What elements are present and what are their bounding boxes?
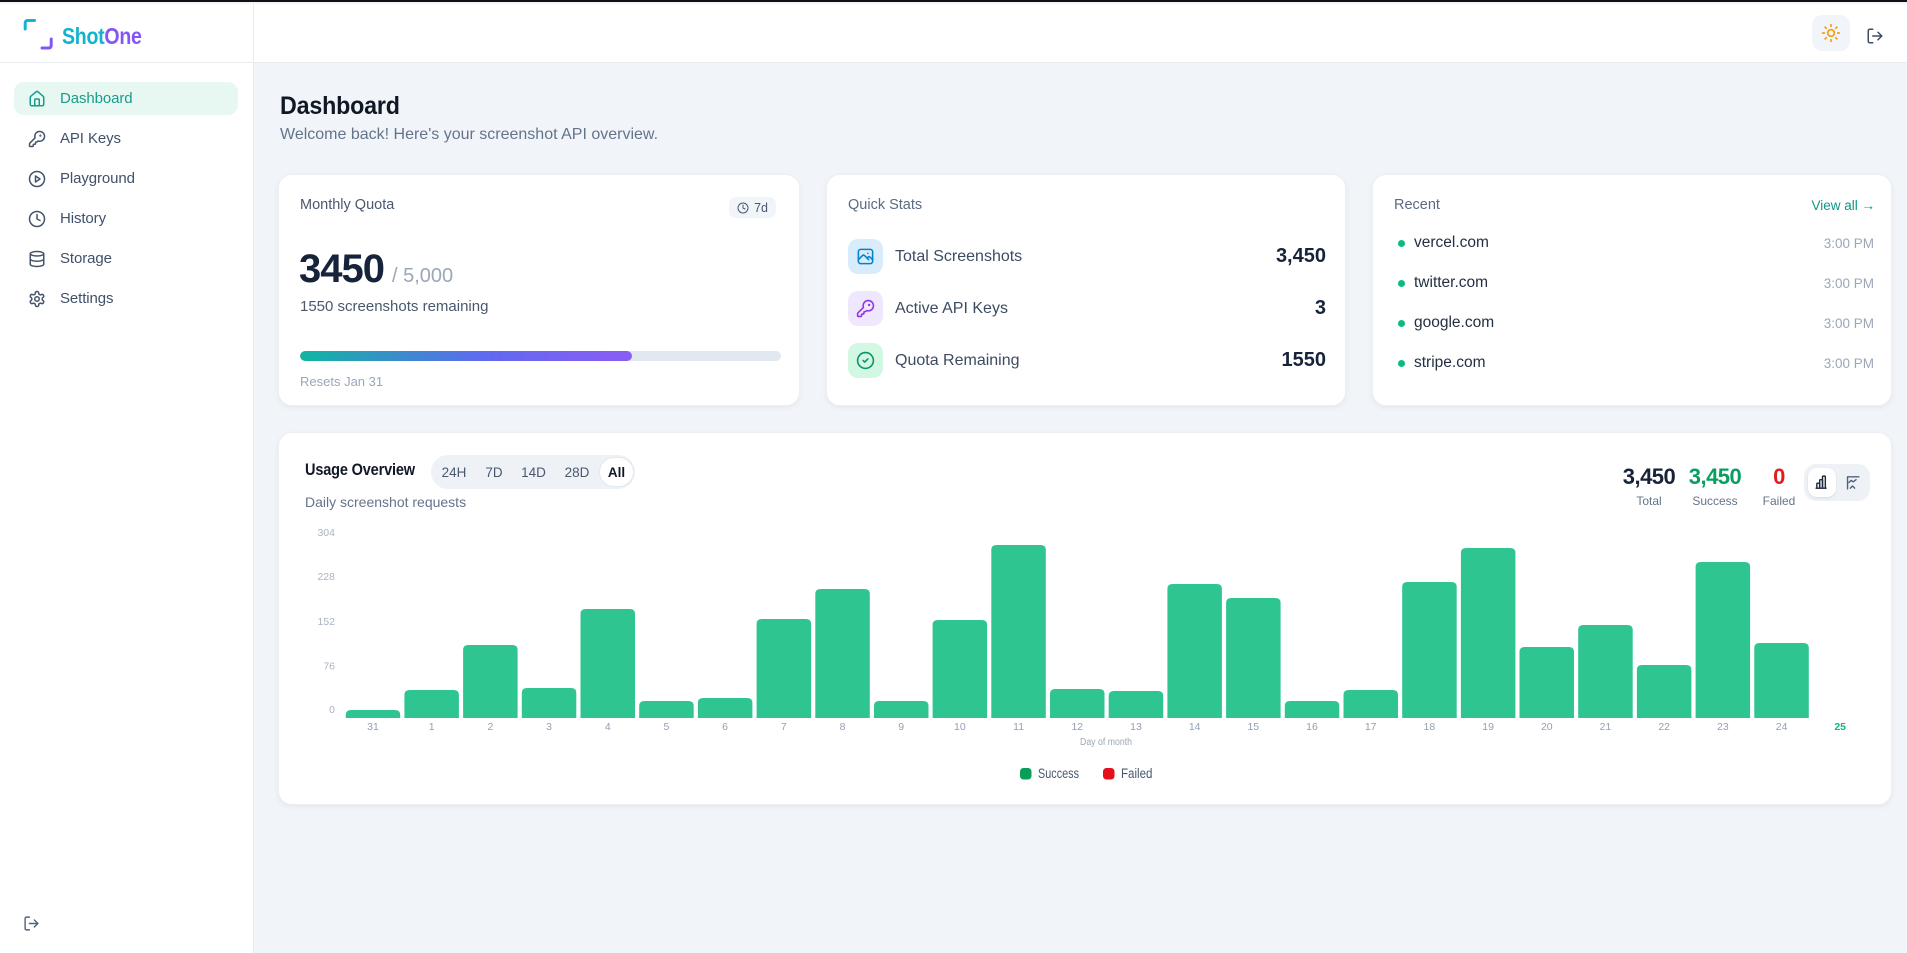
svg-text:18: 18 xyxy=(1424,721,1436,733)
svg-text:13: 13 xyxy=(1130,721,1142,733)
svg-text:22: 22 xyxy=(1658,721,1670,733)
svg-text:23: 23 xyxy=(1717,721,1729,733)
svg-text:5: 5 xyxy=(663,721,669,733)
svg-text:152: 152 xyxy=(317,616,335,628)
svg-text:24: 24 xyxy=(1776,721,1788,733)
svg-text:7: 7 xyxy=(781,721,787,733)
svg-text:11: 11 xyxy=(1013,721,1024,733)
svg-text:2: 2 xyxy=(487,721,493,733)
svg-text:20: 20 xyxy=(1541,721,1553,733)
svg-text:12: 12 xyxy=(1071,721,1083,733)
svg-text:21: 21 xyxy=(1600,721,1612,733)
svg-text:228: 228 xyxy=(317,571,335,583)
svg-text:15: 15 xyxy=(1247,721,1259,733)
svg-text:19: 19 xyxy=(1482,721,1494,733)
svg-text:1: 1 xyxy=(429,721,435,733)
svg-text:17: 17 xyxy=(1365,721,1377,733)
svg-text:8: 8 xyxy=(840,721,846,733)
svg-text:4: 4 xyxy=(605,721,611,733)
svg-text:6: 6 xyxy=(722,721,728,733)
svg-text:9: 9 xyxy=(898,721,904,733)
svg-text:25: 25 xyxy=(1834,721,1846,733)
svg-text:31: 31 xyxy=(367,721,379,733)
svg-text:Failed: Failed xyxy=(1121,766,1153,781)
svg-text:Day of month: Day of month xyxy=(1080,737,1132,748)
svg-text:14: 14 xyxy=(1189,721,1201,733)
svg-text:16: 16 xyxy=(1306,721,1318,733)
svg-text:0: 0 xyxy=(329,704,335,716)
svg-text:10: 10 xyxy=(954,721,966,733)
svg-text:304: 304 xyxy=(317,527,335,539)
svg-text:3: 3 xyxy=(546,721,552,733)
svg-text:76: 76 xyxy=(323,660,335,672)
svg-text:Success: Success xyxy=(1038,766,1079,781)
